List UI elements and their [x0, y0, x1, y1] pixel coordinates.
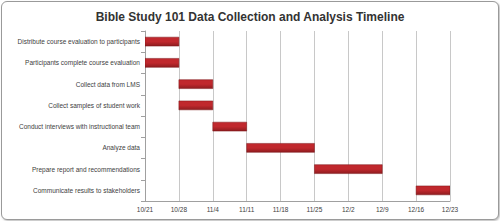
svg-text:12/16: 12/16 [408, 206, 425, 213]
svg-text:12/2: 12/2 [342, 206, 355, 213]
svg-text:Conduct interviews with instru: Conduct interviews with instructional te… [19, 123, 140, 130]
svg-text:Bible Study 101 Data Collectio: Bible Study 101 Data Collection and Anal… [96, 10, 405, 24]
svg-text:Collect data from LMS: Collect data from LMS [76, 81, 141, 88]
svg-text:12/23: 12/23 [442, 206, 459, 213]
svg-text:Prepare report and recommendat: Prepare report and recommendations [32, 166, 141, 174]
svg-text:Collect samples of student wor: Collect samples of student work [48, 102, 141, 110]
svg-text:Distribute course evaluation t: Distribute course evaluation to particip… [18, 38, 141, 46]
svg-text:Participants complete course e: Participants complete course evaluation [25, 59, 140, 67]
svg-text:11/4: 11/4 [207, 206, 220, 213]
svg-text:10/21: 10/21 [137, 206, 154, 213]
svg-text:Communicate results to stakeho: Communicate results to stakeholders [33, 187, 141, 194]
svg-text:11/18: 11/18 [273, 206, 289, 213]
svg-text:10/28: 10/28 [171, 206, 188, 213]
svg-text:11/11: 11/11 [239, 206, 255, 213]
svg-text:12/9: 12/9 [376, 206, 389, 213]
svg-text:11/25: 11/25 [307, 206, 323, 213]
svg-text:Analyze data: Analyze data [102, 144, 140, 152]
